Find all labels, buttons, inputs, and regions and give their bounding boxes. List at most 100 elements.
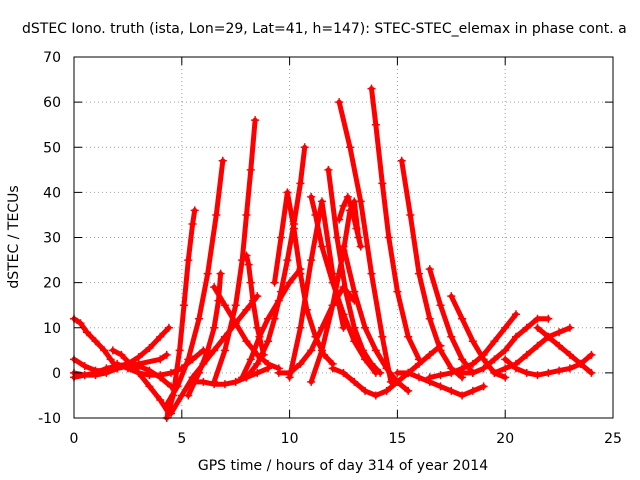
data-point — [162, 350, 171, 359]
data-point — [352, 224, 361, 233]
data-point — [384, 233, 393, 242]
data-point — [167, 409, 176, 418]
data-point — [555, 341, 564, 350]
data-point — [479, 364, 488, 373]
data-point — [102, 368, 111, 377]
data-point — [123, 364, 132, 373]
series-23 — [335, 192, 365, 251]
data-point — [328, 301, 337, 310]
data-point — [371, 346, 380, 355]
data-point — [91, 371, 100, 380]
data-point — [522, 368, 531, 377]
data-point — [80, 362, 89, 371]
data-point — [501, 364, 510, 373]
data-point — [212, 210, 221, 219]
data-point — [242, 337, 251, 346]
data-point — [134, 368, 143, 377]
data-point — [544, 368, 553, 377]
data-point — [404, 368, 413, 377]
y-tick-label: 0 — [52, 366, 61, 382]
data-point — [339, 323, 348, 332]
data-point — [175, 346, 184, 355]
data-point — [184, 355, 193, 364]
data-point — [345, 143, 354, 152]
data-point — [220, 346, 229, 355]
data-point — [255, 332, 264, 341]
y-axis-label: dSTEC / TECUs — [6, 185, 22, 288]
data-point — [296, 269, 305, 278]
data-point — [458, 391, 467, 400]
data-point — [317, 242, 326, 251]
data-point — [156, 395, 165, 404]
data-point — [343, 192, 352, 201]
series-16 — [242, 143, 309, 382]
series-33 — [458, 314, 553, 377]
data-point — [501, 323, 510, 332]
data-point — [276, 287, 285, 296]
data-point — [184, 256, 193, 265]
data-point — [173, 382, 182, 391]
y-tick-label: -10 — [38, 411, 61, 427]
data-point — [501, 373, 510, 382]
series-26 — [367, 84, 423, 364]
data-point — [179, 301, 188, 310]
x-axis-label: GPS time / hours of day 314 of year 2014 — [198, 458, 488, 474]
data-point — [414, 359, 423, 368]
data-point — [300, 143, 309, 152]
data-point — [333, 233, 342, 242]
data-point — [425, 314, 434, 323]
data-point — [307, 377, 316, 386]
data-point — [317, 346, 326, 355]
data-point — [376, 368, 385, 377]
data-point — [296, 323, 305, 332]
data-point — [190, 206, 199, 215]
data-point — [253, 368, 262, 377]
data-point — [361, 386, 370, 395]
data-point — [248, 296, 257, 305]
series-14 — [242, 251, 268, 359]
data-point — [134, 359, 143, 368]
data-point — [406, 210, 415, 219]
y-tick-label: 20 — [43, 276, 61, 292]
data-point — [436, 382, 445, 391]
data-point — [317, 323, 326, 332]
data-point — [458, 314, 467, 323]
data-point — [231, 301, 240, 310]
data-point — [307, 192, 316, 201]
data-point — [404, 386, 413, 395]
data-point — [307, 256, 316, 265]
x-tick-label: 25 — [604, 431, 622, 447]
data-point — [393, 377, 402, 386]
data-point — [501, 355, 510, 364]
data-point — [253, 359, 262, 368]
data-point — [210, 323, 219, 332]
data-point — [436, 371, 445, 380]
data-point — [195, 368, 204, 377]
data-point — [242, 251, 251, 260]
data-point — [511, 364, 520, 373]
data-point — [238, 256, 247, 265]
data-point — [479, 382, 488, 391]
series-29 — [393, 368, 488, 400]
data-point — [447, 292, 456, 301]
data-point — [218, 156, 227, 165]
data-point — [587, 350, 596, 359]
data-point — [307, 346, 316, 355]
data-point — [339, 201, 348, 210]
data-point — [134, 353, 143, 362]
data-point — [145, 382, 154, 391]
data-point — [425, 350, 434, 359]
data-point — [242, 373, 251, 382]
data-point — [350, 377, 359, 386]
series-trace — [336, 99, 394, 385]
data-point — [555, 366, 564, 375]
data-point — [285, 278, 294, 287]
data-point — [367, 84, 376, 93]
data-point — [242, 210, 251, 219]
data-point — [468, 386, 477, 395]
data-point — [544, 314, 553, 323]
data-point — [350, 287, 359, 296]
data-point — [251, 116, 260, 125]
data-point — [220, 301, 229, 310]
data-point — [156, 355, 165, 364]
